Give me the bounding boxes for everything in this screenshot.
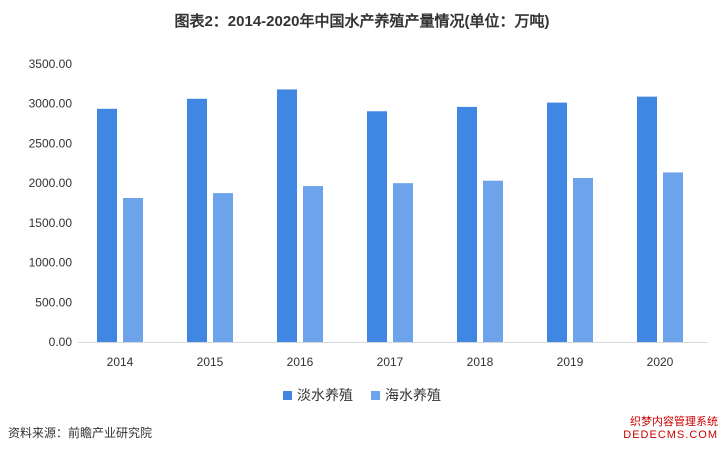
bars-group — [97, 89, 683, 343]
y-tick-label: 1500.00 — [29, 216, 73, 230]
y-tick-label: 500.00 — [35, 295, 72, 309]
y-tick-label: 0.00 — [49, 335, 73, 349]
y-axis-ticks: 0.00 500.00 1000.00 1500.00 2000.00 2500.00 30… — [29, 57, 73, 349]
bar-seawater-2016 — [303, 186, 323, 342]
x-tick-label: 2016 — [287, 355, 314, 369]
bar-freshwater-2017 — [367, 111, 387, 342]
bar-seawater-2017 — [393, 183, 413, 342]
footer-line1: 织梦内容管理系统 — [630, 416, 718, 428]
legend-label-seawater: 海水养殖 — [385, 387, 441, 403]
bar-freshwater-2019 — [547, 102, 567, 342]
bar-seawater-2018 — [483, 180, 503, 342]
legend-swatch-freshwater — [283, 390, 292, 400]
bar-freshwater-2018 — [457, 106, 477, 343]
bar-seawater-2019 — [573, 177, 593, 342]
y-tick-label: 3500.00 — [29, 57, 73, 71]
x-tick-label: 2015 — [197, 355, 224, 369]
y-tick-label: 1000.00 — [29, 256, 73, 270]
x-axis-ticks: 2014 2015 2016 2017 2018 2019 2020 — [107, 355, 674, 369]
legend-swatch-seawater — [371, 390, 380, 400]
x-tick-label: 2019 — [557, 355, 584, 369]
legend-item-seawater: 海水养殖 — [371, 385, 441, 405]
y-tick-label: 2500.00 — [29, 136, 73, 150]
legend-label-freshwater: 淡水养殖 — [297, 387, 353, 403]
bar-freshwater-2014 — [97, 108, 117, 342]
y-tick-label: 2000.00 — [29, 176, 73, 190]
x-tick-label: 2020 — [647, 355, 674, 369]
x-tick-label: 2018 — [467, 355, 494, 369]
bar-freshwater-2016 — [277, 89, 297, 342]
footer-line2: DEDECMS.COM — [623, 429, 718, 441]
footer-watermark: 织梦内容管理系统 DEDECMS.COM — [623, 416, 718, 442]
bar-seawater-2014 — [123, 197, 143, 342]
bar-freshwater-2015 — [187, 98, 207, 343]
legend: 淡水养殖 海水养殖 — [0, 385, 724, 405]
legend-item-freshwater: 淡水养殖 — [283, 385, 353, 405]
bar-freshwater-2020 — [637, 96, 657, 342]
source-note: 资料来源：前瞻产业研究院 — [8, 426, 153, 440]
y-tick-label: 3000.00 — [29, 97, 73, 111]
bar-seawater-2020 — [663, 172, 683, 342]
bar-seawater-2015 — [213, 193, 233, 342]
chart-title: 图表2：2014-2020年中国水产养殖产量情况(单位：万吨) — [174, 13, 550, 30]
x-tick-label: 2014 — [107, 355, 134, 369]
x-tick-label: 2017 — [377, 355, 404, 369]
